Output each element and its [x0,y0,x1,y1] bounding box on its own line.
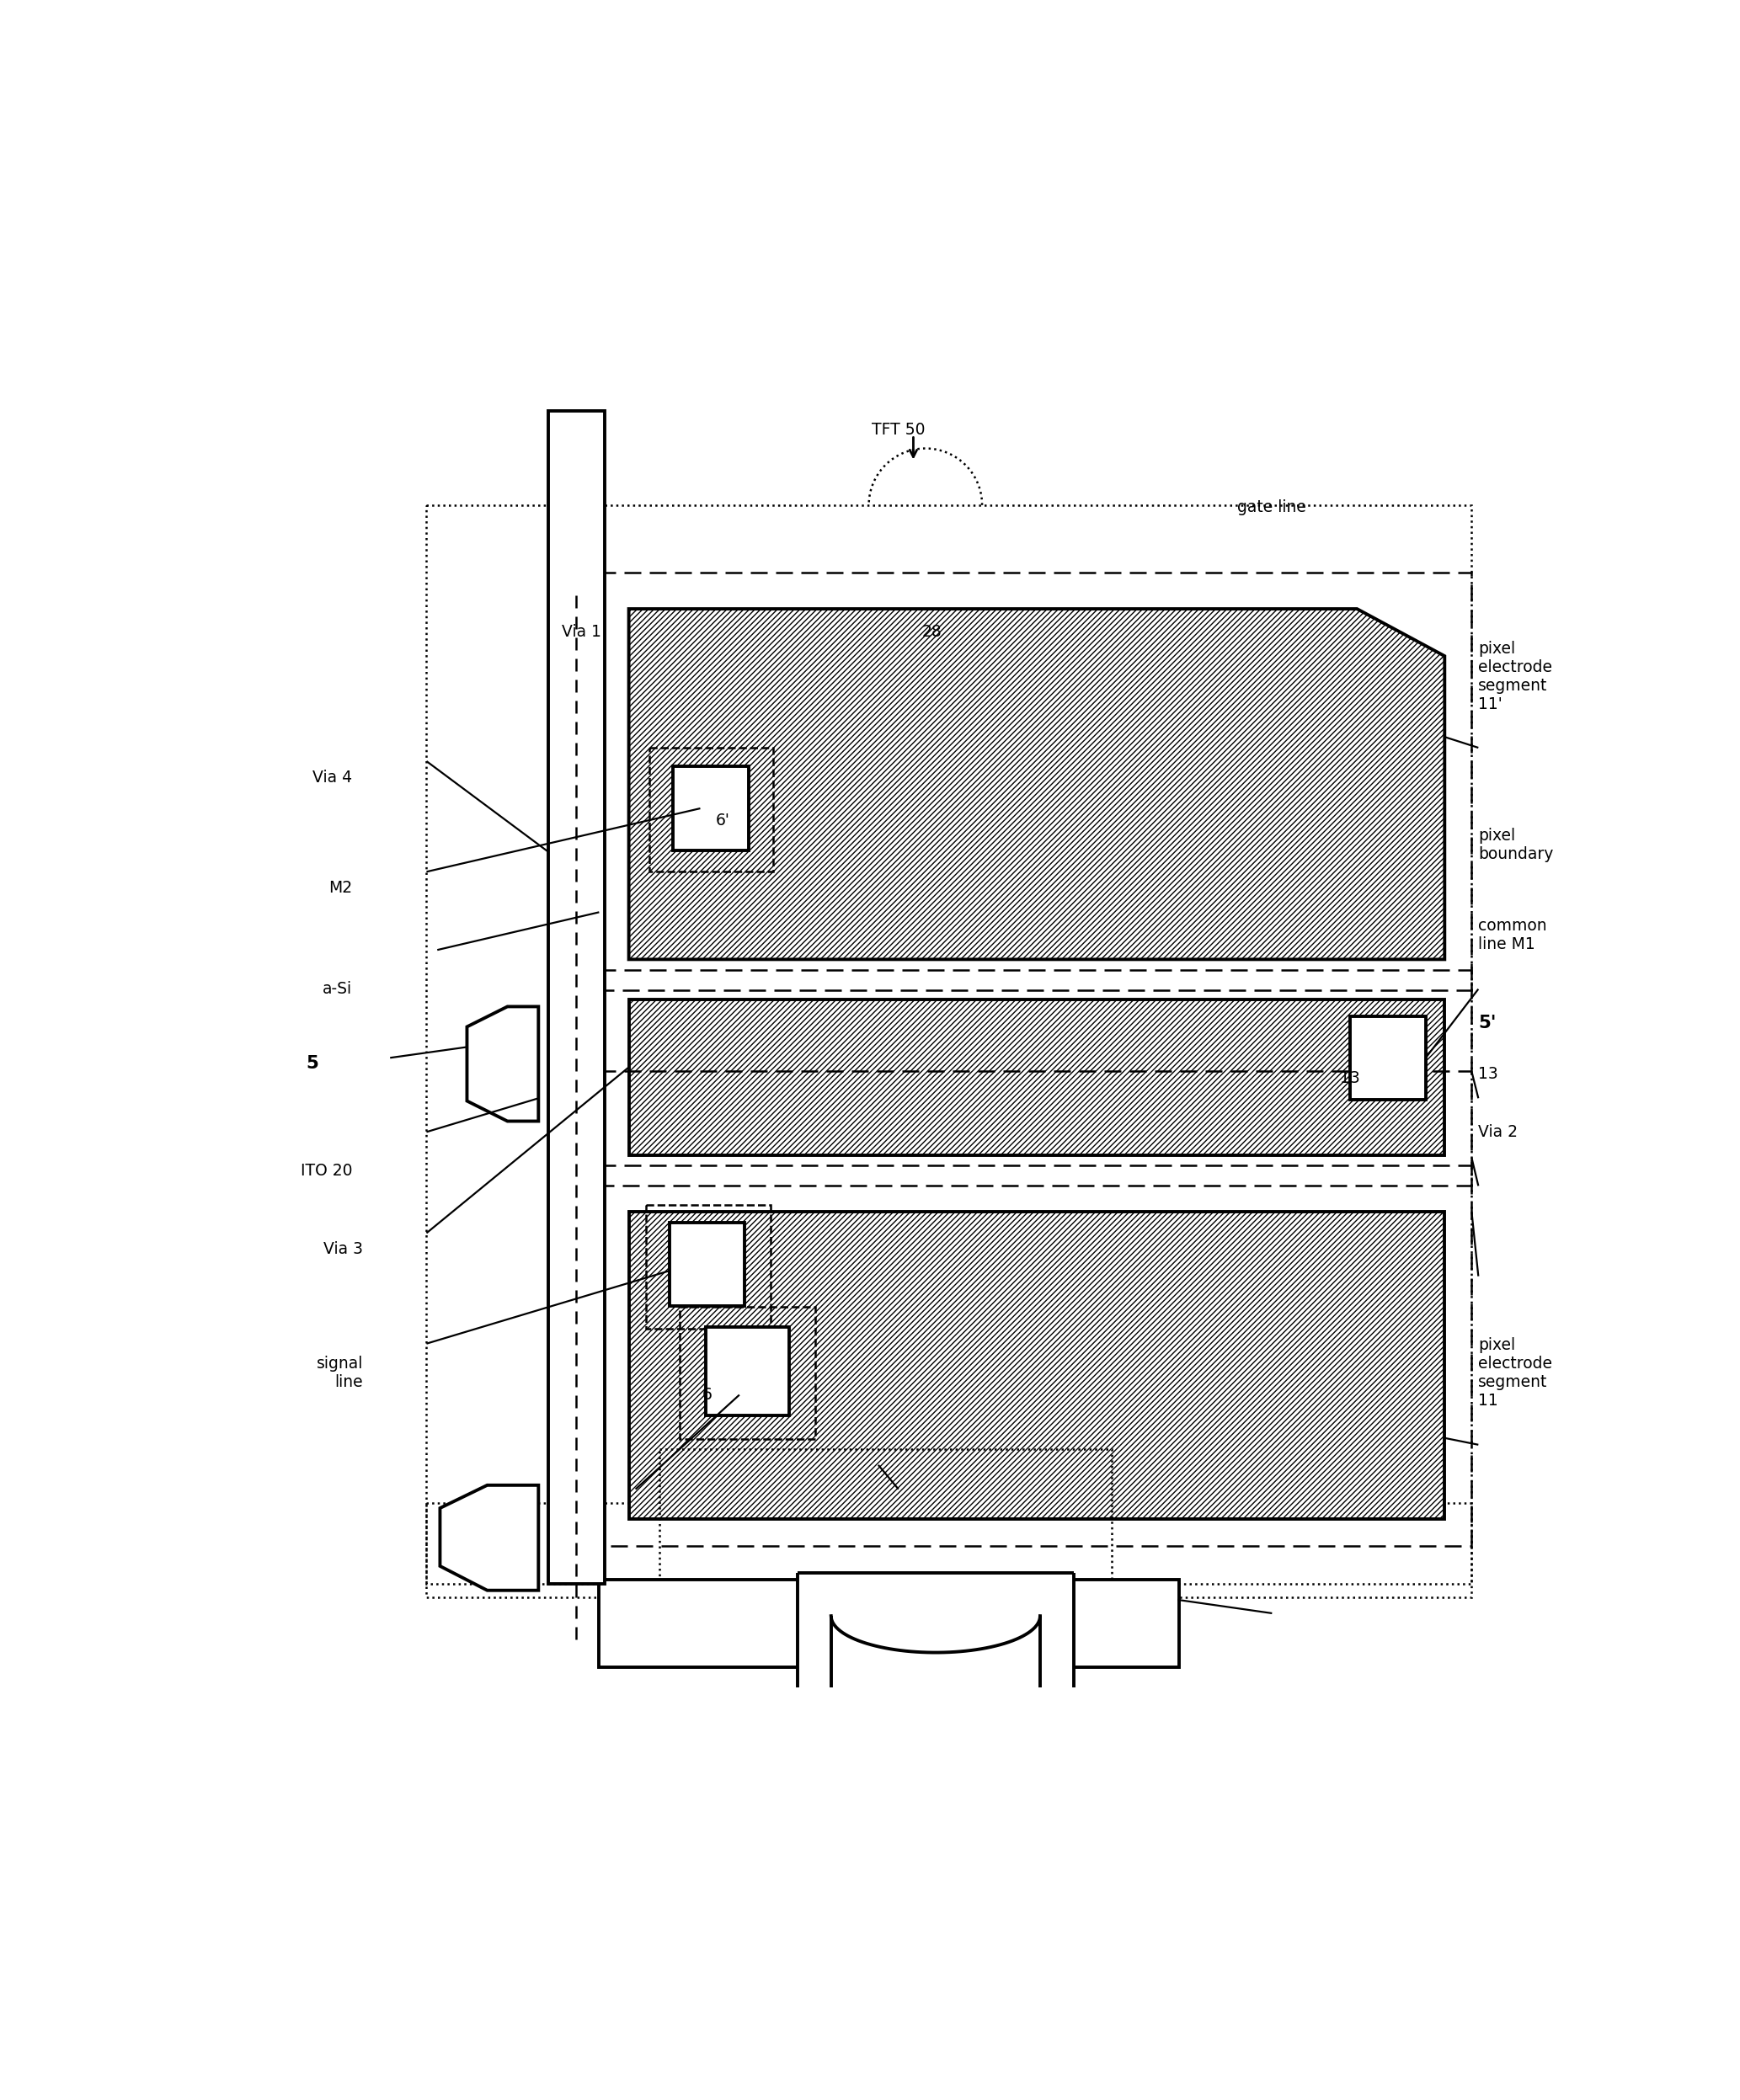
Bar [599,970,1472,1186]
Bar [599,573,1472,991]
Bar [659,1449,1112,1638]
Bar [649,748,773,872]
Polygon shape [440,1485,538,1590]
Text: common
line M1: common line M1 [1479,918,1547,953]
Polygon shape [466,1006,538,1121]
Bar [426,1504,1472,1583]
Text: 6': 6' [717,813,731,830]
Bar [599,1579,1180,1667]
Bar [426,504,1472,1598]
Text: 13: 13 [1340,1071,1361,1086]
Text: Via 1: Via 1 [562,624,602,640]
Bar [673,766,748,850]
Text: pixel
electrode
segment
11': pixel electrode segment 11' [1479,640,1552,712]
Bar [628,1000,1444,1155]
Text: 5: 5 [306,1054,318,1071]
Bar [646,1205,771,1329]
Bar [1350,1016,1425,1100]
Text: 6: 6 [701,1386,712,1403]
Bar [628,1212,1444,1518]
Bar [706,1327,790,1415]
Text: Via 3: Via 3 [324,1241,364,1258]
Polygon shape [628,609,1444,960]
Text: Via 2: Via 2 [1479,1124,1517,1140]
Text: pixel
electrode
segment
11: pixel electrode segment 11 [1479,1338,1552,1409]
Bar [548,412,604,1583]
Bar [670,1222,745,1306]
Text: ITO 20: ITO 20 [301,1163,351,1178]
Text: Via 4: Via 4 [313,769,351,785]
Text: gate line: gate line [1237,500,1307,517]
Text: signal
line: signal line [317,1357,364,1390]
Text: 5': 5' [1479,1014,1496,1031]
Text: 13: 13 [1479,1067,1498,1082]
Bar [680,1306,814,1438]
Text: M2: M2 [329,880,351,897]
Text: TFT 50: TFT 50 [872,422,926,437]
Text: 28: 28 [922,624,941,640]
Bar [599,1166,1472,1546]
Bar [797,1573,1074,1688]
Text: pixel
boundary: pixel boundary [1479,827,1554,861]
Text: a-Si: a-Si [322,981,351,997]
